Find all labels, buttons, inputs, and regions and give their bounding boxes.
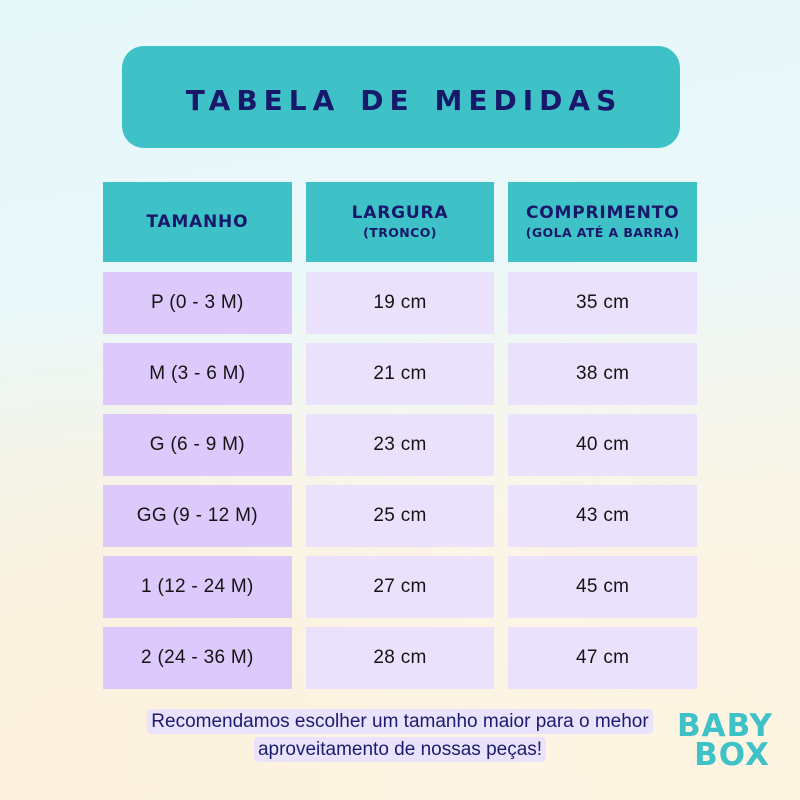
column-header-largura-sublabel: (TRONCO) [363,224,437,240]
column-header-tamanho-label: TAMANHO [146,211,249,232]
footer-note: Recomendamos escolher um tamanho maior p… [100,708,700,763]
table-row: P (0 - 3 M) 19 cm 35 cm [103,272,698,334]
footer-note-line-1: Recomendamos escolher um tamanho maior p… [147,709,653,734]
page-title: Tabela de Medidas [185,74,623,120]
table-row: GG (9 - 12 M) 25 cm 43 cm [103,485,698,547]
table-row: 2 (24 - 36 M) 28 cm 47 cm [103,627,698,689]
column-header-largura-label: LARGURA [351,203,449,224]
cell-size: 2 (24 - 36 M) [103,627,292,689]
column-header-comprimento-label: COMPRIMENTO [526,203,680,224]
cell-largura: 23 cm [305,414,495,476]
column-header-comprimento: COMPRIMENTO (GOLA ATÉ A BARRA) [508,182,698,262]
cell-largura: 19 cm [305,272,495,334]
table-row: G (6 - 9 M) 23 cm 40 cm [103,414,698,476]
column-header-comprimento-sublabel: (GOLA ATÉ A BARRA) [525,224,680,240]
cell-size: G (6 - 9 M) [103,414,292,476]
cell-size: GG (9 - 12 M) [103,485,292,547]
cell-comprimento: 35 cm [508,272,698,334]
cell-comprimento: 43 cm [508,485,698,547]
cell-size: P (0 - 3 M) [103,272,292,334]
column-header-tamanho: TAMANHO [103,182,292,262]
cell-largura: 28 cm [305,627,495,689]
footer-note-line-2: aproveitamento de nossas peças! [253,736,547,762]
cell-size: M (3 - 6 M) [103,343,292,405]
cell-comprimento: 45 cm [508,556,698,618]
column-header-largura: LARGURA (TRONCO) [305,182,495,262]
cell-largura: 25 cm [305,485,495,547]
cell-comprimento: 47 cm [508,627,698,689]
cell-largura: 27 cm [305,556,495,618]
table-row: 1 (12 - 24 M) 27 cm 45 cm [103,556,698,618]
brand-logo-line-1: BABY [676,708,773,744]
cell-comprimento: 38 cm [508,343,698,405]
table-header-row: TAMANHO LARGURA (TRONCO) COMPRIMENTO (GO… [103,182,698,262]
title-banner: Tabela de Medidas [122,46,680,148]
measurements-table: TAMANHO LARGURA (TRONCO) COMPRIMENTO (GO… [103,182,698,698]
brand-logo-line-2: BOX [694,737,770,774]
brand-logo: BABY BOX [670,708,780,774]
cell-largura: 21 cm [305,343,495,405]
table-row: M (3 - 6 M) 21 cm 38 cm [103,343,698,405]
cell-size: 1 (12 - 24 M) [103,556,292,618]
cell-comprimento: 40 cm [508,414,698,476]
